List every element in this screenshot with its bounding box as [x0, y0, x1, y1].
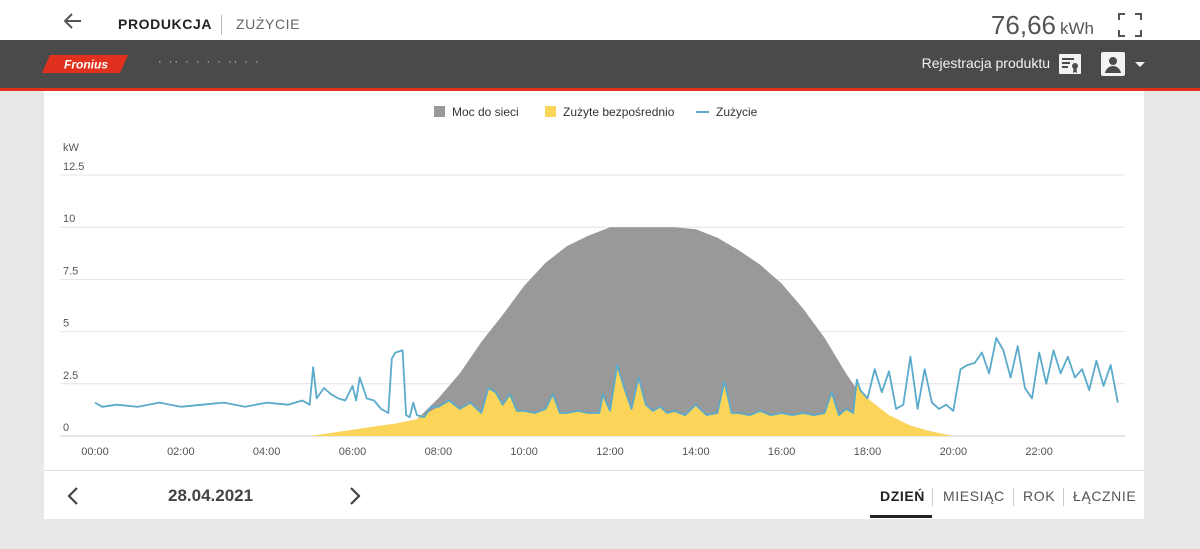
- y-axis-unit-label: kW: [63, 142, 80, 154]
- back-arrow-icon[interactable]: [60, 8, 86, 34]
- range-separator: [932, 488, 933, 506]
- y-tick-label: 7.5: [63, 265, 78, 277]
- user-menu[interactable]: [1100, 51, 1148, 77]
- y-tick-label: 10: [63, 213, 75, 225]
- chevron-left-icon: [67, 487, 78, 505]
- total-energy-value: 76,66: [990, 10, 1056, 40]
- x-tick-label: 04:00: [253, 446, 281, 458]
- x-tick-label: 10:00: [510, 446, 538, 458]
- legend-item-consumption[interactable]: Zużycie: [696, 105, 757, 119]
- x-tick-label: 12:00: [596, 446, 624, 458]
- range-separator: [1013, 488, 1014, 506]
- y-tick-label: 2.5: [63, 370, 78, 382]
- fronius-logo: Fronius: [42, 55, 128, 73]
- range-tab-month[interactable]: MIESIĄC: [943, 488, 1005, 504]
- tab-zuzycie[interactable]: ZUŻYCIE: [236, 16, 301, 32]
- series-area-0: [309, 227, 954, 436]
- certificate-icon[interactable]: [1058, 52, 1082, 76]
- x-tick-label: 06:00: [339, 446, 367, 458]
- legend-label-grid-power: Moc do sieci: [452, 105, 519, 119]
- y-tick-label: 12.5: [63, 161, 84, 173]
- x-tick-label: 08:00: [425, 446, 453, 458]
- legend-swatch-self-consumed: [545, 106, 556, 117]
- series-line-2: [94, 337, 1119, 419]
- total-energy: 76,66 kWh: [991, 10, 1094, 41]
- fullscreen-icon[interactable]: [1118, 13, 1142, 37]
- legend-item-self-consumed[interactable]: Zużyte bezpośrednio: [545, 105, 674, 119]
- range-separator: [1063, 488, 1064, 506]
- fronius-logo-text: Fronius: [64, 58, 108, 72]
- legend-swatch-grid-power: [434, 106, 445, 117]
- tab-divider: [221, 15, 222, 35]
- current-date: 28.04.2021: [168, 486, 254, 505]
- next-day-button[interactable]: [342, 484, 366, 508]
- prev-day-button[interactable]: [62, 484, 86, 508]
- x-tick-label: 18:00: [854, 446, 882, 458]
- tab-produkcja[interactable]: PRODUKCJA: [118, 16, 213, 32]
- chevron-down-icon: [1135, 62, 1145, 67]
- app-bar: Fronius · ·· · · · · ·· · · Rejestracja …: [0, 40, 1200, 91]
- x-tick-label: 00:00: [81, 446, 109, 458]
- register-product-link[interactable]: Rejestracja produktu: [921, 55, 1050, 71]
- range-tab-total[interactable]: ŁĄCZNIE: [1073, 488, 1137, 504]
- range-tab-year[interactable]: ROK: [1023, 488, 1056, 504]
- total-energy-unit: kWh: [1060, 19, 1094, 38]
- legend-label-consumption: Zużycie: [716, 105, 758, 119]
- top-bar: PRODUKCJA ZUŻYCIE 76,66 kWh: [0, 0, 1200, 40]
- legend-item-grid-power[interactable]: Moc do sieci: [434, 105, 519, 119]
- x-tick-label: 20:00: [940, 446, 968, 458]
- series-area-1: [309, 365, 954, 436]
- system-name: · ·· · · · · ·· · ·: [158, 56, 261, 68]
- x-tick-label: 02:00: [167, 446, 195, 458]
- legend-label-self-consumed: Zużyte bezpośrednio: [563, 105, 675, 119]
- y-tick-label: 0: [63, 422, 69, 434]
- x-tick-label: 22:00: [1025, 446, 1053, 458]
- x-tick-label: 16:00: [768, 446, 796, 458]
- chevron-right-icon: [350, 487, 361, 505]
- active-range-indicator: [870, 515, 932, 518]
- range-tab-day[interactable]: DZIEŃ: [880, 488, 925, 504]
- x-tick-label: 14:00: [682, 446, 710, 458]
- y-tick-label: 5: [63, 318, 69, 330]
- legend-swatch-consumption: [696, 111, 709, 113]
- footer-divider: [44, 470, 1144, 471]
